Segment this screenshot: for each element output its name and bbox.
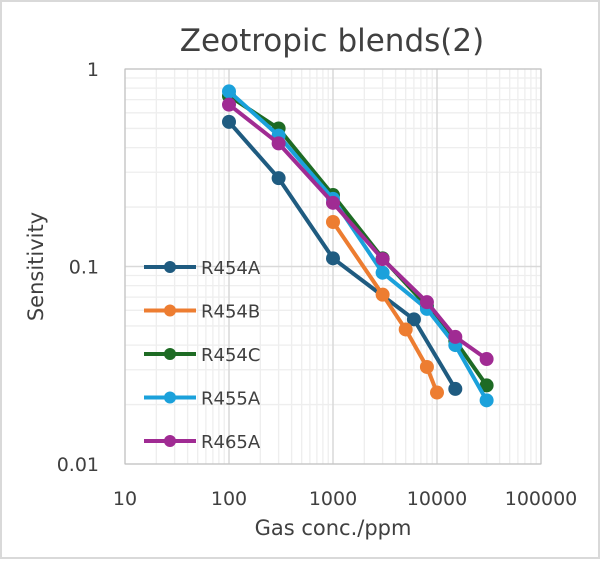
legend-item-r455a: R455A [144,389,261,410]
series-r455a [222,84,494,408]
legend: R454A R454B R454C R455A R465A [144,258,261,453]
y-tick-label: 0.01 [57,454,99,476]
data-point [222,84,236,99]
legend-label: R454C [201,345,260,366]
data-point [271,136,286,151]
data-point [448,381,463,396]
chart-title: Zeotropic blends(2) [180,23,484,59]
legend-marker [164,304,176,317]
x-tick-label: 100000 [505,488,578,510]
series-line [227,103,488,361]
data-point [406,312,421,327]
legend-label: R465A [201,432,261,453]
data-point [326,195,340,210]
legend-label: R454B [201,302,260,323]
legend-marker [164,391,176,404]
data-point [375,252,390,267]
x-tick-label: 10 [113,488,137,510]
data-point [222,114,236,129]
data-point [375,265,390,280]
grid [124,68,542,465]
data-point [448,329,463,344]
y-tick-label: 1 [87,59,99,81]
data-point [479,378,494,393]
series-r465a [222,97,494,367]
data-point [430,385,444,400]
x-tick-label: 100 [211,488,247,510]
data-point [222,97,236,112]
legend-item-r454b: R454B [144,302,260,323]
x-axis-label: Gas conc./ppm [255,516,412,540]
legend-item-r465a: R465A [144,432,261,453]
y-tick-label: 0.1 [69,257,99,279]
data-point [479,393,494,408]
legend-marker [164,261,176,273]
y-axis-label: Sensitivity [24,212,48,321]
series-line [227,94,489,387]
data-point [398,322,413,337]
legend-item-r454a: R454A [144,258,261,279]
data-point [326,251,340,266]
plot-area-border [124,68,542,465]
data-point [271,171,286,186]
series-layer [222,84,494,408]
series-line [227,89,489,402]
x-tick-label: 10000 [407,488,467,510]
data-point [419,295,434,310]
series-r454a [222,114,463,396]
series-r454b [326,215,444,400]
data-point [479,352,494,367]
legend-marker [164,435,176,447]
legend-label: R455A [201,389,261,410]
data-point [375,287,390,302]
data-point [326,215,340,230]
legend-marker [164,348,176,360]
legend-item-r454c: R454C [144,345,260,366]
data-point [419,359,434,374]
tick-labels: 10 100 1000 10000 100000 1 0.1 0.01 [57,59,578,510]
legend-label: R454A [201,258,261,279]
x-tick-label: 1000 [309,488,357,510]
